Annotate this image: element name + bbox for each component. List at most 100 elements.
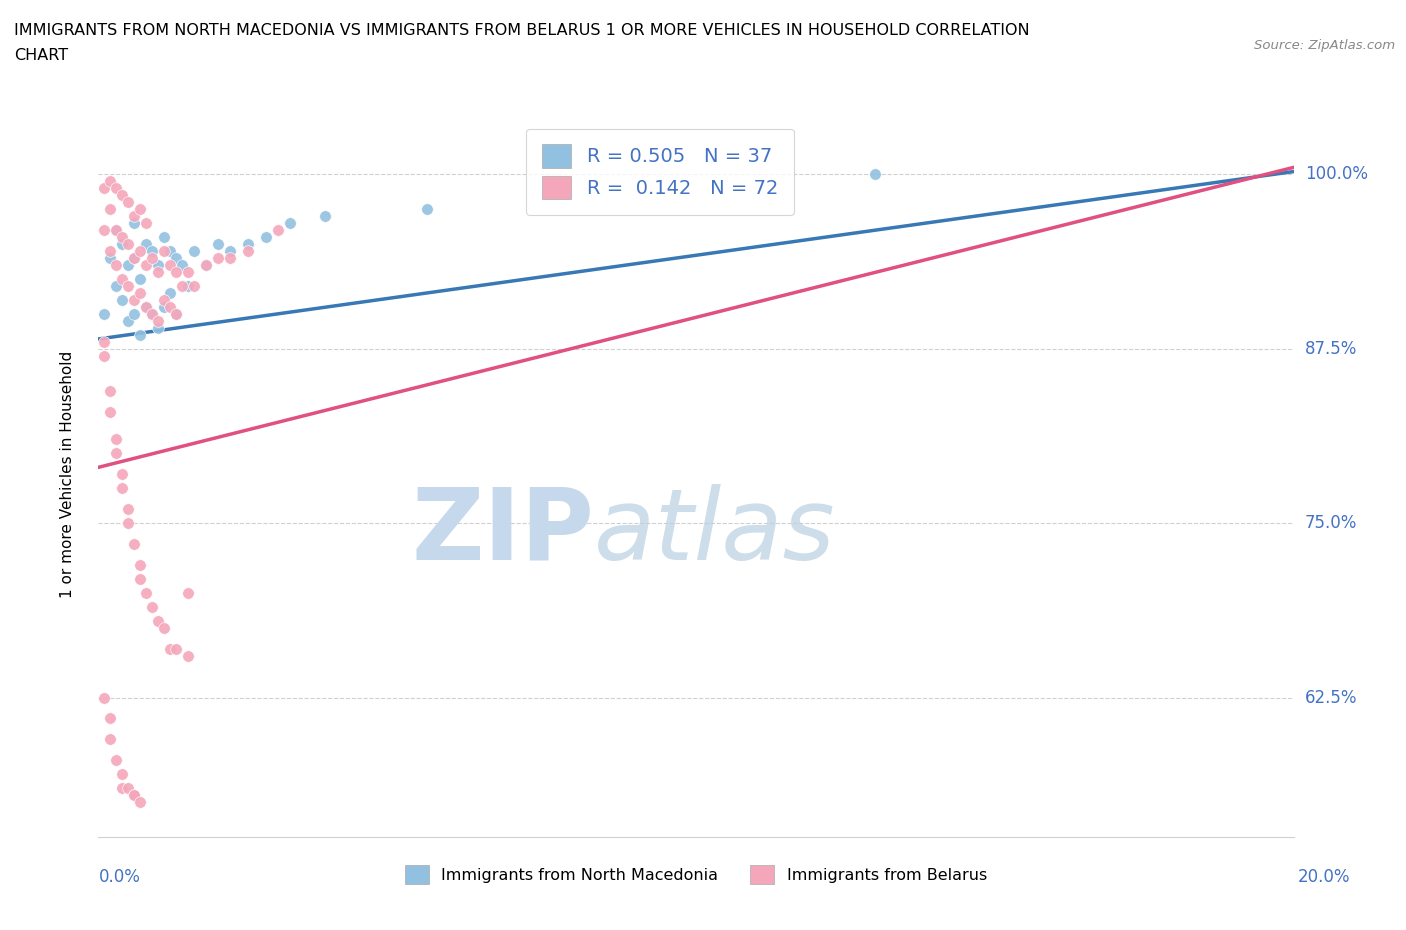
Point [111, 766, 134, 781]
Y-axis label: 1 or more Vehicles in Household: 1 or more Vehicles in Household [60, 351, 75, 598]
Point [416, 202, 439, 217]
Point [93, 180, 115, 196]
Point [124, 209, 146, 224]
Text: Source: ZipAtlas.com: Source: ZipAtlas.com [1254, 39, 1395, 52]
Point [98, 404, 122, 418]
Point [177, 586, 200, 601]
Point [165, 250, 187, 266]
Point [98, 732, 122, 747]
Point [865, 166, 887, 181]
Point [129, 272, 152, 286]
Point [172, 258, 194, 272]
Point [183, 278, 205, 293]
Point [111, 780, 134, 795]
Point [98, 250, 122, 266]
Point [117, 236, 139, 251]
Point [177, 264, 200, 279]
Point [135, 216, 157, 231]
Point [278, 216, 301, 231]
Point [165, 306, 187, 321]
Text: IMMIGRANTS FROM NORTH MACEDONIA VS IMMIGRANTS FROM BELARUS 1 OR MORE VEHICLES IN: IMMIGRANTS FROM NORTH MACEDONIA VS IMMIG… [14, 23, 1029, 38]
Point [153, 244, 176, 259]
Point [141, 244, 163, 259]
Point [129, 244, 152, 259]
Point [129, 286, 152, 300]
Point [93, 306, 115, 321]
Point [165, 641, 187, 656]
Point [267, 222, 290, 237]
Point [153, 292, 176, 307]
Point [159, 299, 181, 314]
Point [135, 258, 157, 272]
Point [124, 250, 146, 266]
Point [153, 620, 176, 635]
Point [183, 244, 205, 259]
Point [105, 258, 128, 272]
Point [98, 244, 122, 259]
Point [105, 445, 128, 460]
Point [148, 320, 170, 335]
Point [148, 264, 170, 279]
Point [124, 788, 146, 803]
Point [117, 313, 139, 328]
Point [111, 272, 134, 286]
Point [98, 383, 122, 398]
Point [93, 222, 115, 237]
Text: 0.0%: 0.0% [98, 868, 141, 885]
Point [117, 502, 139, 517]
Point [98, 711, 122, 725]
Point [141, 306, 163, 321]
Point [153, 299, 176, 314]
Point [254, 230, 277, 245]
Point [124, 788, 146, 803]
Point [105, 180, 128, 196]
Point [117, 195, 139, 210]
Point [141, 250, 163, 266]
Point [111, 467, 134, 482]
Point [159, 244, 181, 259]
Point [207, 250, 229, 266]
Point [129, 794, 152, 809]
Text: atlas: atlas [595, 484, 837, 581]
Point [105, 222, 128, 237]
Point [148, 313, 170, 328]
Point [135, 299, 157, 314]
Legend: Immigrants from North Macedonia, Immigrants from Belarus: Immigrants from North Macedonia, Immigra… [398, 858, 994, 891]
Point [141, 306, 163, 321]
Point [165, 264, 187, 279]
Point [219, 244, 242, 259]
Point [93, 349, 115, 364]
Point [98, 174, 122, 189]
Point [236, 236, 259, 251]
Point [111, 292, 134, 307]
Point [93, 334, 115, 349]
Point [124, 216, 146, 231]
Text: 62.5%: 62.5% [1305, 688, 1357, 707]
Text: ZIP: ZIP [412, 484, 595, 581]
Point [105, 278, 128, 293]
Point [153, 230, 176, 245]
Point [105, 222, 128, 237]
Point [93, 690, 115, 705]
Point [117, 515, 139, 530]
Point [117, 278, 139, 293]
Point [135, 299, 157, 314]
Text: 75.0%: 75.0% [1305, 514, 1357, 532]
Point [111, 481, 134, 496]
Point [111, 236, 134, 251]
Point [135, 236, 157, 251]
Point [135, 586, 157, 601]
Point [165, 306, 187, 321]
Point [105, 753, 128, 768]
Point [124, 537, 146, 551]
Point [124, 250, 146, 266]
Text: 100.0%: 100.0% [1305, 166, 1368, 183]
Text: CHART: CHART [14, 48, 67, 63]
Point [159, 641, 181, 656]
Point [111, 188, 134, 203]
Point [177, 648, 200, 663]
Point [159, 258, 181, 272]
Text: 20.0%: 20.0% [1298, 868, 1351, 885]
Point [129, 202, 152, 217]
Point [177, 278, 200, 293]
